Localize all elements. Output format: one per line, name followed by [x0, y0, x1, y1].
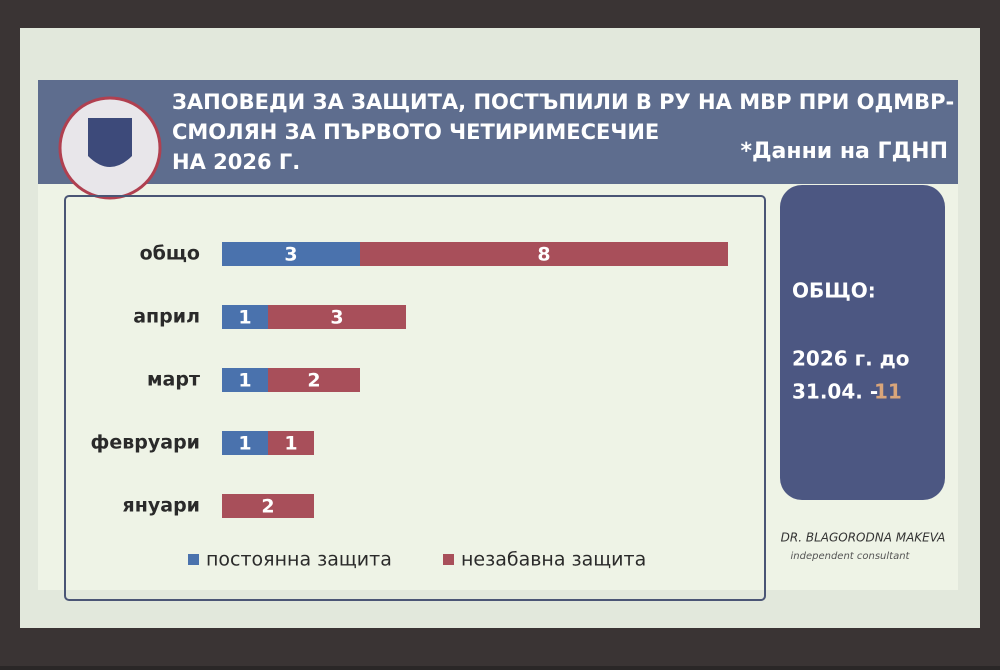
bar-segment [360, 242, 728, 266]
title-line: НА 2026 Г. [172, 150, 300, 174]
category-label: март [147, 369, 200, 391]
title-line: СМОЛЯН ЗА ПЪРВОТО ЧЕТИРИМЕСЕЧИЕ [172, 120, 659, 144]
summary-heading: ОБЩО: [792, 279, 876, 303]
legend-label: постоянна защита [206, 549, 392, 571]
category-label: януари [123, 495, 200, 517]
legend-label: незабавна защита [461, 549, 646, 571]
data-label: 2 [261, 496, 274, 518]
data-label: 1 [284, 433, 297, 455]
category-label: април [133, 306, 200, 328]
legend-swatch [443, 554, 454, 565]
logo-shield [88, 118, 132, 167]
data-label: 1 [238, 433, 251, 455]
bar-segment [268, 305, 406, 329]
legend-swatch [188, 554, 199, 565]
bar-segment [268, 431, 314, 455]
bar-segment [222, 368, 268, 392]
summary-panel [780, 185, 945, 500]
bar-segment [222, 242, 360, 266]
data-label: 3 [284, 244, 297, 266]
summary-text: 31.04. - [792, 380, 878, 404]
bar-segment [222, 431, 268, 455]
data-label: 1 [238, 307, 251, 329]
signature-role: independent consultant [791, 551, 911, 562]
signature-name: DR. BLAGORODNA MAKEVA [781, 531, 946, 545]
data-label: 8 [537, 244, 550, 266]
bar-segment [222, 305, 268, 329]
category-label: февруари [91, 432, 200, 454]
summary-text: 2026 г. до [792, 347, 910, 371]
category-label: общо [140, 243, 200, 265]
header-band [38, 80, 958, 184]
chart-frame [64, 195, 766, 601]
summary-total: 11 [874, 380, 902, 404]
source-note: *Данни на ГДНП [740, 139, 948, 164]
data-label: 1 [238, 370, 251, 392]
data-label: 2 [307, 370, 320, 392]
title-line: ЗАПОВЕДИ ЗА ЗАЩИТА, ПОСТЪПИЛИ В РУ НА МВ… [172, 90, 954, 114]
data-label: 3 [330, 307, 343, 329]
bar-segment [222, 494, 314, 518]
bar-segment [268, 368, 360, 392]
